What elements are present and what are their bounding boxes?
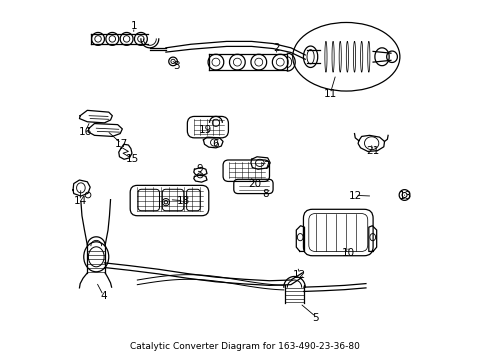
Text: 8: 8 — [262, 189, 269, 199]
Text: 2: 2 — [273, 43, 280, 53]
Text: 6: 6 — [212, 139, 219, 149]
Text: 14: 14 — [73, 197, 87, 206]
Text: 11: 11 — [323, 89, 336, 99]
Text: 9: 9 — [196, 164, 203, 174]
Text: 18: 18 — [177, 197, 190, 206]
Text: 7: 7 — [262, 161, 269, 171]
Text: 15: 15 — [125, 154, 138, 163]
Text: 12: 12 — [293, 270, 306, 280]
Text: 12: 12 — [348, 191, 361, 201]
Text: 1: 1 — [130, 21, 137, 31]
Text: 19: 19 — [198, 125, 211, 135]
Text: 10: 10 — [341, 248, 354, 258]
Text: Catalytic Converter Diagram for 163-490-23-36-80: Catalytic Converter Diagram for 163-490-… — [129, 342, 359, 351]
Text: 3: 3 — [173, 61, 180, 71]
Text: 21: 21 — [366, 147, 379, 157]
Text: 13: 13 — [398, 191, 411, 201]
Text: 5: 5 — [312, 312, 319, 323]
Text: 4: 4 — [100, 291, 106, 301]
Text: 16: 16 — [79, 127, 92, 137]
Text: 17: 17 — [114, 139, 128, 149]
Text: 20: 20 — [248, 179, 261, 189]
